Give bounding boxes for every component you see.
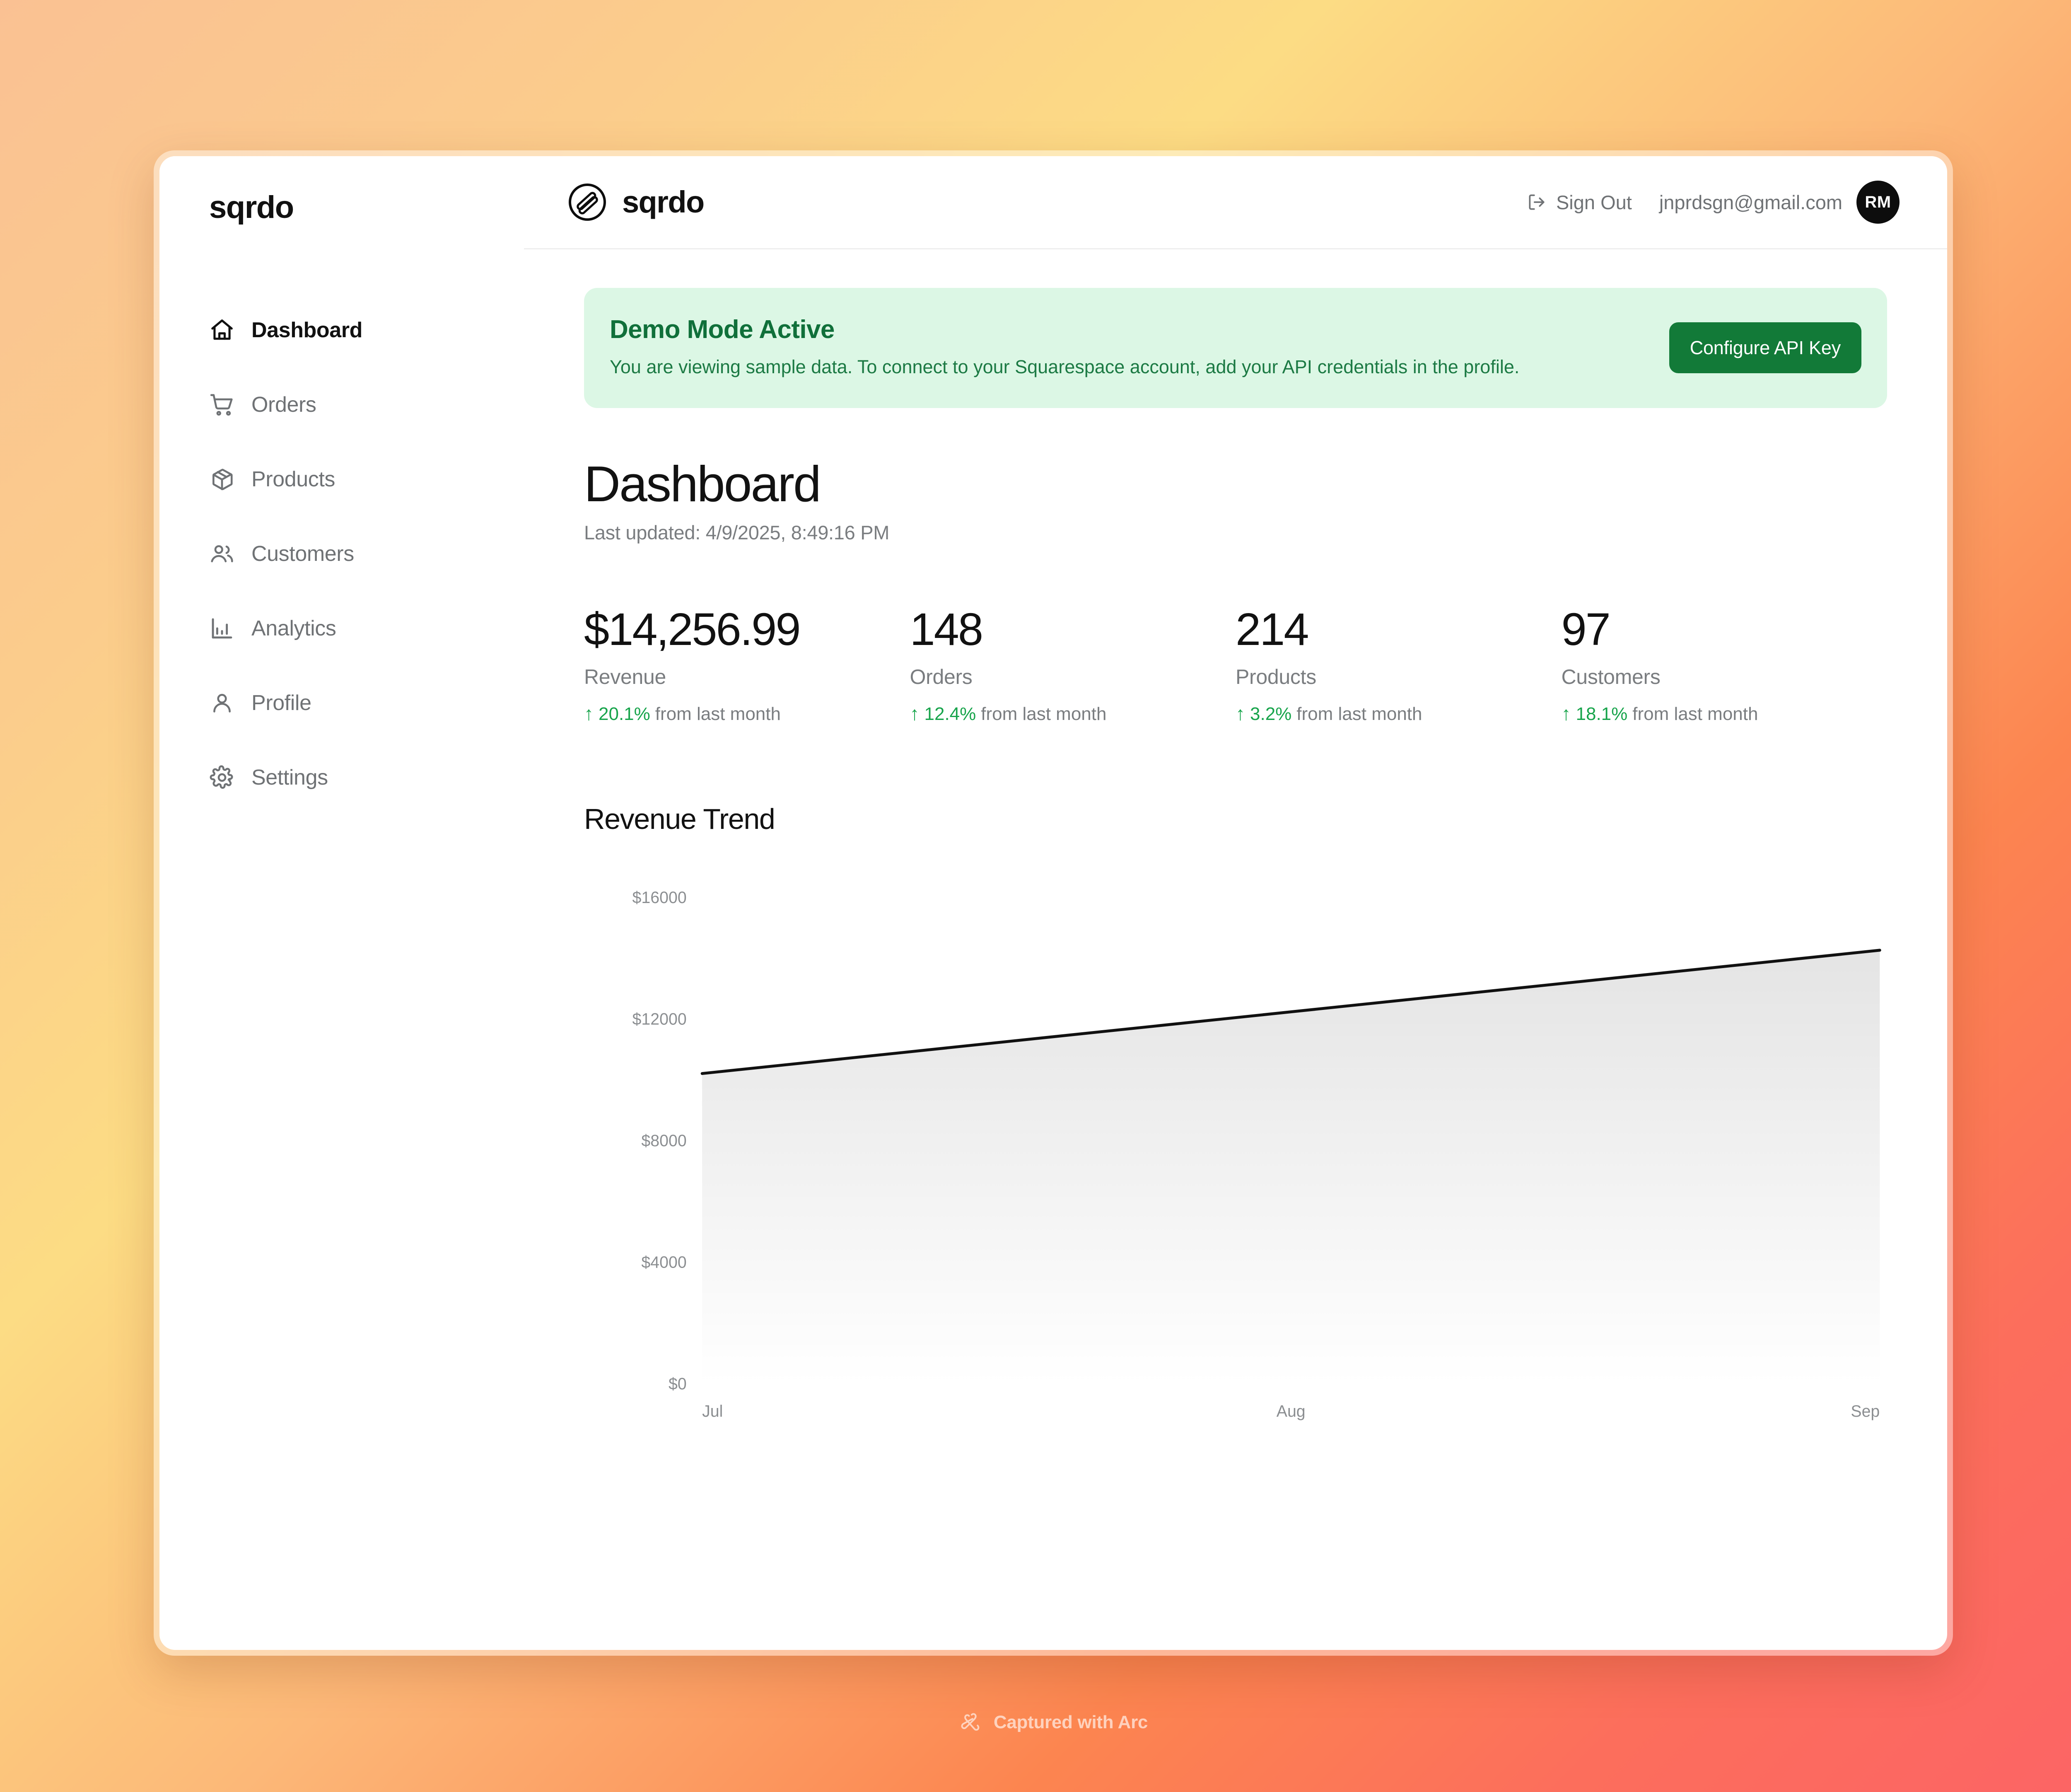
- page-title: Dashboard: [584, 456, 821, 512]
- stat-label: Revenue: [584, 665, 666, 688]
- stat-card-products: 214 Products ↑ 3.2% from last month: [1236, 607, 1562, 723]
- chart-line: [700, 949, 1881, 1075]
- stat-delta-suffix: from last month: [655, 704, 781, 724]
- content-area: Demo Mode Active You are viewing sample …: [524, 249, 1947, 1650]
- sidebar-item-settings[interactable]: Settings: [209, 740, 524, 815]
- gear-icon: [209, 765, 235, 790]
- sidebar-item-label: Dashboard: [251, 318, 363, 342]
- chart-x-tick-label: Aug: [1277, 1402, 1306, 1420]
- stat-delta-suffix: from last month: [981, 704, 1107, 724]
- sidebar-item-analytics[interactable]: Analytics: [209, 591, 524, 666]
- stat-delta: ↑ 12.4% from last month: [910, 704, 1236, 723]
- configure-api-key-button[interactable]: Configure API Key: [1669, 322, 1861, 373]
- stat-delta-suffix: from last month: [1632, 704, 1758, 724]
- chart-x-tick-label: Jul: [702, 1402, 723, 1420]
- stat-card-revenue: $14,256.99 Revenue ↑ 20.1% from last mon…: [584, 607, 910, 723]
- trend-up-arrow-icon: ↑: [1236, 703, 1245, 724]
- revenue-trend-section: Revenue Trend $0 $4000 $8000 $12000 $16000: [584, 804, 1887, 1428]
- stat-value: 97: [1561, 604, 1611, 655]
- trend-up-arrow-icon: ↑: [910, 703, 920, 724]
- user-email: jnprdsgn@gmail.com: [1659, 191, 1842, 213]
- sign-out-icon: [1529, 194, 1545, 210]
- stat-delta-pct: 12.4%: [924, 704, 976, 724]
- demo-banner-text: Demo Mode Active You are viewing sample …: [610, 317, 1669, 378]
- main-region: sqrdo Sign Out jnprdsgn@gmail.com RM: [524, 156, 1947, 1650]
- stat-delta-suffix: from last month: [1296, 704, 1422, 724]
- top-bar-actions: Sign Out jnprdsgn@gmail.com RM: [1526, 181, 1900, 224]
- stat-delta: ↑ 18.1% from last month: [1562, 704, 1888, 723]
- sidebar-item-label: Products: [251, 467, 336, 491]
- trend-up-arrow-icon: ↑: [1561, 703, 1571, 724]
- sqrdo-logo-icon: [569, 184, 606, 221]
- user-icon: [209, 690, 235, 716]
- arc-logo-icon: [961, 1713, 980, 1731]
- stat-value: $14,256.99: [584, 604, 801, 655]
- demo-mode-banner: Demo Mode Active You are viewing sample …: [584, 288, 1887, 408]
- sign-out-button[interactable]: Sign Out: [1526, 192, 1632, 213]
- sidebar: sqrdo Dashboard: [159, 156, 524, 1650]
- chart-canvas: $0 $4000 $8000 $12000 $16000 Jul Aug Sep: [632, 889, 1881, 1420]
- sidebar-item-label: Orders: [251, 393, 316, 417]
- page-heading: Dashboard Last updated: 4/9/2025, 8:49:1…: [584, 459, 1887, 542]
- sidebar-item-label: Settings: [251, 766, 328, 790]
- chart-y-axis: $0 $4000 $8000 $12000 $16000: [632, 889, 687, 1393]
- bar-chart-icon: [209, 616, 235, 641]
- stat-label: Customers: [1561, 665, 1661, 688]
- home-icon: [209, 317, 235, 343]
- stat-label: Orders: [910, 665, 973, 688]
- demo-banner-title: Demo Mode Active: [610, 315, 835, 344]
- stat-card-customers: 97 Customers ↑ 18.1% from last month: [1562, 607, 1888, 723]
- stat-card-orders: 148 Orders ↑ 12.4% from last month: [910, 607, 1236, 723]
- stats-row: $14,256.99 Revenue ↑ 20.1% from last mon…: [584, 607, 1887, 723]
- browser-window-frame: sqrdo Dashboard: [154, 150, 1953, 1656]
- chart-y-tick-label: $0: [669, 1375, 687, 1393]
- package-icon: [209, 466, 235, 492]
- sidebar-item-label: Customers: [251, 542, 354, 566]
- sidebar-item-label: Analytics: [251, 616, 336, 640]
- stat-delta-pct: 3.2%: [1250, 704, 1292, 724]
- last-updated-text: Last updated: 4/9/2025, 8:49:16 PM: [584, 522, 890, 543]
- sidebar-item-orders[interactable]: Orders: [209, 367, 524, 442]
- sidebar-item-products[interactable]: Products: [209, 442, 524, 517]
- arc-watermark-label: Captured with Arc: [993, 1712, 1148, 1732]
- app-logo[interactable]: sqrdo: [567, 182, 705, 222]
- demo-banner-message: You are viewing sample data. To connect …: [610, 356, 1520, 377]
- chart-title: Revenue Trend: [584, 803, 775, 835]
- chart-area-fill: [702, 950, 1880, 1384]
- chart-y-tick-label: $16000: [632, 889, 687, 907]
- app-window: sqrdo Dashboard: [159, 156, 1947, 1650]
- chart-x-tick-label: Sep: [1851, 1402, 1880, 1420]
- sidebar-item-dashboard[interactable]: Dashboard: [209, 293, 524, 367]
- stat-value: 214: [1236, 604, 1309, 655]
- chart-y-tick-label: $4000: [641, 1253, 686, 1271]
- arc-watermark: Captured with Arc: [0, 1711, 2071, 1734]
- sidebar-item-label: Profile: [251, 691, 311, 715]
- stat-delta-pct: 18.1%: [1576, 704, 1628, 724]
- chart-y-tick-label: $12000: [632, 1010, 687, 1028]
- app-logo-text: sqrdo: [622, 185, 705, 219]
- chart-y-tick-label: $8000: [641, 1132, 686, 1150]
- sidebar-item-customers[interactable]: Customers: [209, 517, 524, 591]
- sidebar-nav: Dashboard Orders: [159, 293, 524, 815]
- top-bar: sqrdo Sign Out jnprdsgn@gmail.com RM: [524, 156, 1947, 249]
- chart-x-axis: Jul Aug Sep: [702, 1402, 1880, 1420]
- stat-value: 148: [910, 604, 984, 655]
- avatar[interactable]: RM: [1856, 181, 1900, 224]
- sidebar-item-profile[interactable]: Profile: [209, 666, 524, 740]
- shopping-cart-icon: [209, 392, 235, 418]
- stat-label: Products: [1236, 665, 1316, 688]
- trend-up-arrow-icon: ↑: [584, 703, 594, 724]
- revenue-trend-chart[interactable]: $0 $4000 $8000 $12000 $16000 Jul Aug Sep: [584, 877, 1887, 1428]
- sign-out-label: Sign Out: [1556, 191, 1632, 213]
- stat-delta: ↑ 20.1% from last month: [584, 704, 910, 723]
- users-icon: [209, 541, 235, 567]
- stat-delta: ↑ 3.2% from last month: [1236, 704, 1562, 723]
- sidebar-brand: sqrdo: [209, 190, 294, 225]
- stat-delta-pct: 20.1%: [599, 704, 650, 724]
